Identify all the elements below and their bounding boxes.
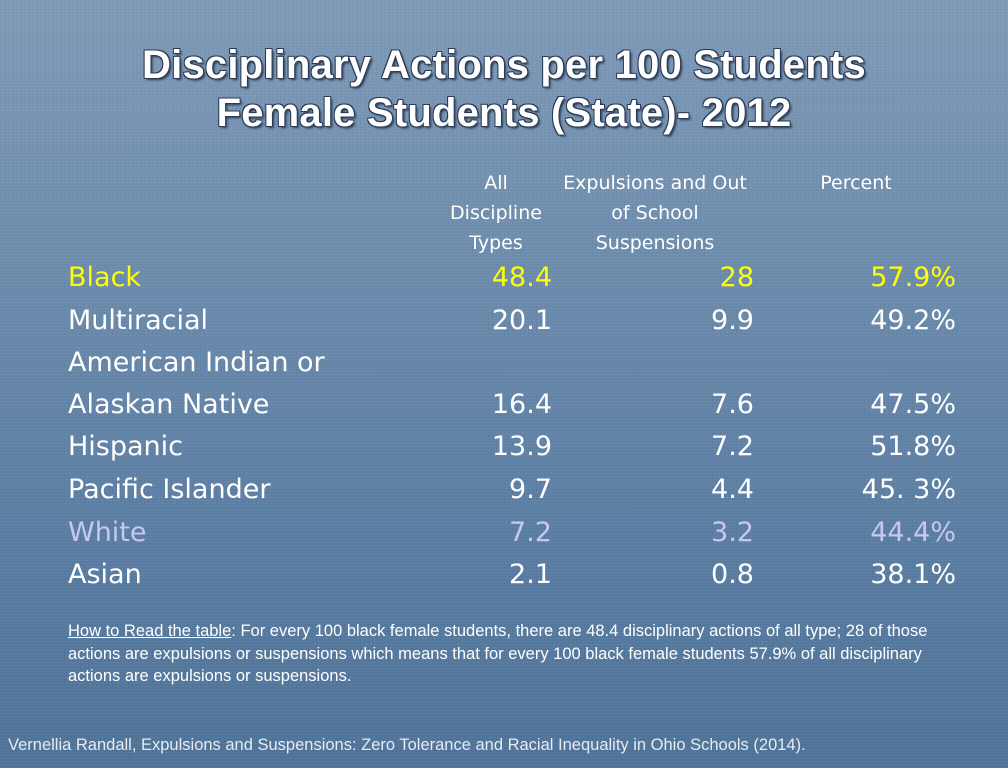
table-row-hispanic: Hispanic 13.9 7.2 51.8% <box>0 427 1008 467</box>
table-row-white: White 7.2 3.2 44.4% <box>0 513 1008 553</box>
page-title-line-1: Disciplinary Actions per 100 Students <box>142 43 866 87</box>
all-discipline-value: 7.2 <box>509 517 552 548</box>
expulsion-value: 3.2 <box>711 517 754 548</box>
row-label: White <box>68 517 147 548</box>
expulsion-value: 4.4 <box>711 474 754 505</box>
page-title-line-2: Female Students (State)- 2012 <box>216 91 792 135</box>
row-label: Pacific Islander <box>68 474 271 505</box>
percent-value: 44.4% <box>870 517 956 548</box>
how-to-read-note: How to Read the table: For every 100 bla… <box>68 620 948 688</box>
all-discipline-value: 13.9 <box>491 431 552 462</box>
how-to-read-text: : For every 100 black female students, t… <box>68 622 928 685</box>
all-discipline-value: 9.7 <box>509 474 552 505</box>
table-row-black: Black 48.4 28 57.9% <box>0 258 1008 298</box>
table-row-asian: Asian 2.1 0.8 38.1% <box>0 555 1008 595</box>
table-row-pacific-islander: Pacific Islander 9.7 4.4 45. 3% <box>0 470 1008 510</box>
table-row-alaskan-native: Alaskan Native 16.4 7.6 47.5% <box>0 385 1008 425</box>
row-label: Asian <box>68 559 142 590</box>
all-discipline-value: 16.4 <box>491 389 552 420</box>
all-discipline-value: 48.4 <box>491 262 552 293</box>
expulsion-value: 7.2 <box>711 431 754 462</box>
percent-value: 38.1% <box>870 559 956 590</box>
row-label: American Indian or <box>68 347 325 378</box>
percent-value: 51.8% <box>870 431 956 462</box>
percent-value: 49.2% <box>870 305 956 336</box>
row-label: Black <box>68 262 142 293</box>
source-citation: Vernellia Randall, Expulsions and Suspen… <box>8 736 806 754</box>
row-label: Multiracial <box>68 305 209 336</box>
row-label: Alaskan Native <box>68 389 270 420</box>
expulsion-value: 7.6 <box>711 389 754 420</box>
row-label: Hispanic <box>68 431 184 462</box>
expulsion-value: 9.9 <box>711 305 754 336</box>
percent-value: 47.5% <box>870 389 956 420</box>
table-row-american-indian-line-1: American Indian or <box>0 343 1008 383</box>
all-discipline-value: 20.1 <box>491 305 552 336</box>
expulsion-value: 28 <box>719 262 754 293</box>
all-discipline-value: 2.1 <box>509 559 552 590</box>
percent-value: 45. 3% <box>861 474 956 505</box>
percent-value: 57.9% <box>870 262 956 293</box>
column-header-expulsions: Expulsions and Out of School Suspensions <box>563 172 747 254</box>
column-header-all-discipline: All Discipline Types <box>450 172 542 254</box>
expulsion-value: 0.8 <box>711 559 754 590</box>
column-header-percent: Percent <box>820 172 892 194</box>
how-to-read-label: How to Read the table <box>68 622 232 640</box>
table-row-multiracial: Multiracial 20.1 9.9 49.2% <box>0 301 1008 341</box>
